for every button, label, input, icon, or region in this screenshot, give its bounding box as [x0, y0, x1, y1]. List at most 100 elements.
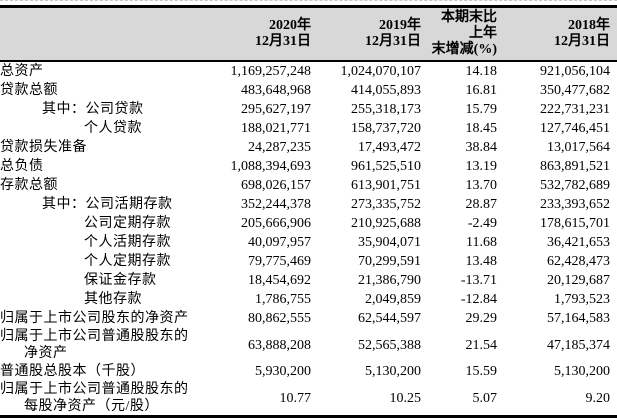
table-row: 个人定期存款 79,775,469 70,299,591 13.48 62,42… — [0, 252, 617, 271]
value-2020: 10.77 — [279, 390, 312, 406]
table-row: 公司定期存款 205,666,906 210,925,688 -2.49 178… — [0, 214, 617, 233]
value-2019: 414,055,893 — [351, 83, 421, 98]
row-label-line: 每股净资产（元/股） — [24, 399, 159, 414]
row-label: 普通股总股本（千股） — [0, 362, 225, 381]
value-2018: 350,477,682 — [540, 83, 610, 98]
value-2018: 57,164,583 — [547, 311, 610, 326]
row-label: 归属于上市公司普通股股东的 每股净资产（元/股） — [0, 381, 225, 417]
value-2019: 35,904,071 — [358, 235, 421, 250]
value-2018: 127,746,451 — [540, 121, 610, 136]
value-change-pct: 13.19 — [465, 159, 498, 174]
value-2019: 21,386,790 — [358, 273, 421, 288]
value-change-pct: 13.48 — [465, 254, 498, 269]
row-label-line: 个人活期存款 — [84, 235, 171, 250]
value-2020: 40,097,957 — [248, 235, 311, 250]
value-2019: 1,024,070,107 — [340, 64, 422, 79]
row-label-line: 其他存款 — [84, 292, 142, 307]
value-change-pct: -13.71 — [460, 273, 497, 288]
table-row: 个人贷款 188,021,771 158,737,720 18.45 127,7… — [0, 119, 617, 138]
value-2020: 205,666,906 — [241, 216, 311, 231]
row-label: 存款总额 — [0, 176, 225, 195]
value-change-pct: 13.70 — [465, 178, 498, 193]
table-row: 其中：公司活期存款 352,244,378 273,335,752 28.87 … — [0, 195, 617, 214]
table-row: 保证金存款 18,454,692 21,386,790 -13.71 20,12… — [0, 271, 617, 290]
row-label-line: 总资产 — [0, 64, 44, 79]
column-header-line: 本期末比上年 — [441, 10, 497, 41]
row-label-line: 贷款损失准备 — [0, 140, 87, 155]
value-2020: 1,786,755 — [255, 292, 311, 307]
row-label-line: 贷款总额 — [0, 83, 58, 98]
row-label-line: 总负债 — [0, 159, 44, 174]
value-2018: 62,428,473 — [547, 254, 610, 269]
table-row: 其中：公司贷款 295,627,197 255,318,173 15.79 22… — [0, 100, 617, 119]
column-header-change-pct: 本期末比上年 末增减(%) — [428, 6, 504, 62]
row-label: 个人活期存款 — [0, 233, 225, 252]
value-2019: 613,901,751 — [351, 178, 421, 193]
row-label-line: 个人贷款 — [84, 121, 142, 136]
row-label: 归属于上市公司普通股股东的净资产 — [0, 328, 225, 362]
row-label: 总负债 — [0, 157, 225, 176]
table-row: 贷款总额 483,648,968 414,055,893 16.81 350,4… — [0, 81, 617, 100]
value-2019: 70,299,591 — [358, 254, 421, 269]
row-label: 总资产 — [0, 61, 225, 81]
value-2020: 295,627,197 — [241, 102, 311, 117]
value-2019: 10.25 — [389, 390, 422, 406]
financial-summary-table: 2020年 12月31日 2019年 12月31日 本期末比上年 末增减(%) … — [0, 5, 617, 418]
value-2020: 80,862,555 — [248, 311, 311, 326]
value-2019: 961,525,510 — [351, 159, 421, 174]
value-2018: 9.20 — [585, 390, 611, 406]
column-header-2020: 2020年 12月31日 — [225, 6, 318, 62]
table-row: 归属于上市公司股东的净资产 80,862,555 62,544,597 29.2… — [0, 309, 617, 328]
row-label: 其中：公司贷款 — [0, 100, 225, 119]
value-2018: 863,891,521 — [540, 159, 610, 174]
value-2018: 921,056,104 — [540, 64, 610, 79]
value-change-pct: 16.81 — [465, 83, 498, 98]
table-row: 存款总额 698,026,157 613,901,751 13.70 532,7… — [0, 176, 617, 195]
value-2020: 18,454,692 — [248, 273, 311, 288]
value-2019: 52,565,388 — [358, 337, 421, 353]
table-row: 其他存款 1,786,755 2,049,859 -12.84 1,793,52… — [0, 290, 617, 309]
column-header-line: 2020年 — [269, 18, 311, 33]
row-label-line: 个人定期存款 — [84, 254, 171, 269]
table-row: 个人活期存款 40,097,957 35,904,071 11.68 36,42… — [0, 233, 617, 252]
table-row: 总负债 1,088,394,693 961,525,510 13.19 863,… — [0, 157, 617, 176]
row-label: 公司定期存款 — [0, 214, 225, 233]
row-label: 保证金存款 — [0, 271, 225, 290]
row-label-line: 保证金存款 — [84, 273, 157, 288]
value-2018: 222,731,231 — [540, 102, 610, 117]
value-change-pct: 38.84 — [465, 140, 498, 155]
value-2018: 178,615,701 — [540, 216, 610, 231]
value-2020: 698,026,157 — [241, 178, 311, 193]
value-2018: 47,185,374 — [547, 337, 610, 353]
row-label-line: 净资产 — [24, 346, 68, 361]
value-2019: 255,318,173 — [351, 102, 421, 117]
table-row: 归属于上市公司普通股股东的 净资产 63,888,208 52,565,388 2… — [0, 328, 617, 362]
row-label: 其中：公司活期存款 — [0, 195, 225, 214]
value-2020: 5,930,200 — [255, 364, 311, 379]
value-2018: 233,393,652 — [540, 197, 610, 212]
header-row: 2020年 12月31日 2019年 12月31日 本期末比上年 末增减(%) … — [0, 6, 617, 62]
value-change-pct: -12.84 — [460, 292, 497, 307]
row-label-line: 公司定期存款 — [84, 216, 171, 231]
table-row: 总资产 1,169,257,248 1,024,070,107 14.18 92… — [0, 61, 617, 81]
value-2019: 158,737,720 — [351, 121, 421, 136]
value-2020: 188,021,771 — [241, 121, 311, 136]
value-change-pct: 18.45 — [465, 121, 498, 136]
table-header: 2020年 12月31日 2019年 12月31日 本期末比上年 末增减(%) … — [0, 6, 617, 62]
value-2019: 5,130,200 — [365, 364, 421, 379]
value-change-pct: 5.07 — [472, 390, 498, 406]
row-label-line: 普通股总股本（千股） — [0, 364, 145, 379]
value-2020: 63,888,208 — [248, 337, 311, 353]
row-label: 贷款损失准备 — [0, 138, 225, 157]
value-2018: 1,793,523 — [554, 292, 610, 307]
table-row: 普通股总股本（千股） 5,930,200 5,130,200 15.59 5,1… — [0, 362, 617, 381]
value-2020: 352,244,378 — [241, 197, 311, 212]
value-change-pct: 15.59 — [465, 364, 498, 379]
value-2018: 13,017,564 — [547, 140, 610, 155]
header-label-column — [0, 6, 225, 62]
row-label-line: 归属于上市公司普通股股东的 — [0, 329, 189, 344]
value-change-pct: 14.18 — [465, 64, 498, 79]
value-change-pct: 15.79 — [465, 102, 498, 117]
value-change-pct: 11.68 — [466, 235, 497, 250]
